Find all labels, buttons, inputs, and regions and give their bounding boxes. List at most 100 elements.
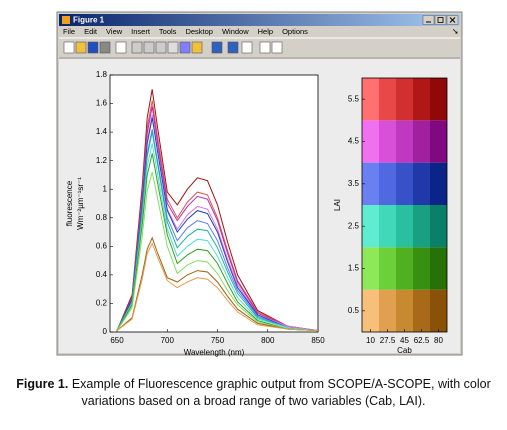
- heatmap-cell: [430, 162, 447, 205]
- heatmap-cell: [362, 120, 379, 163]
- series-line: [116, 242, 319, 332]
- y-tick-label: 1.4: [96, 127, 108, 136]
- heatmap-cell: [362, 78, 379, 121]
- heatmap-cell: [379, 289, 396, 332]
- y-tick-label: 0.4: [96, 270, 108, 279]
- heatmap-cell: [413, 162, 430, 205]
- x-axis-label: Wavelength (nm): [184, 348, 245, 357]
- toolbar-button[interactable]: [191, 41, 203, 54]
- caption: Figure 1. Example of Fluorescence graphi…: [10, 376, 497, 410]
- menu-item[interactable]: Window: [222, 27, 249, 36]
- menu-item[interactable]: File: [63, 27, 75, 36]
- heatmap-cell: [396, 289, 413, 332]
- x-tick-label: 80: [434, 336, 443, 345]
- heatmap-cell: [362, 205, 379, 248]
- y-tick-label: 4.5: [348, 137, 360, 146]
- menu-item[interactable]: Edit: [84, 27, 98, 36]
- toolbar-button[interactable]: [241, 41, 253, 54]
- y-axis-label: Wm⁻²µm⁻¹sr⁻¹: [76, 177, 85, 230]
- x-tick-label: 10: [366, 336, 375, 345]
- x-tick-label: 650: [110, 336, 124, 345]
- y-tick-label: 0.5: [348, 306, 360, 315]
- heatmap-cell: [396, 120, 413, 163]
- y-tick-label: 0.6: [96, 241, 108, 250]
- icon: [449, 17, 456, 23]
- heatmap-cell: [362, 289, 379, 332]
- toolbar-button[interactable]: [259, 41, 271, 54]
- heatmap-cell: [362, 247, 379, 290]
- toolbar-button[interactable]: [115, 41, 127, 54]
- menu-item[interactable]: Desktop: [185, 27, 213, 36]
- toolbar-button[interactable]: [63, 41, 75, 54]
- heatmap-cell: [430, 78, 447, 121]
- toolbar-button[interactable]: [179, 41, 191, 54]
- y-tick-label: 1.2: [96, 156, 108, 165]
- y-tick-label: 3.5: [348, 179, 360, 188]
- series-line: [116, 236, 319, 332]
- series-line: [116, 171, 319, 332]
- heatmap-cell: [413, 247, 430, 290]
- menu-item[interactable]: Tools: [159, 27, 177, 36]
- heatmap-cell: [430, 247, 447, 290]
- y-tick-label: 1.5: [348, 264, 360, 273]
- title-bar: [59, 14, 460, 26]
- series-line: [116, 153, 319, 332]
- heatmap-cell: [362, 162, 379, 205]
- heatmap-cell: [379, 205, 396, 248]
- plots: 0 0.2 0.4 0.6 0.8 1 1.2 1.4 1.6 1.8 650 700 750 800 85…: [65, 70, 448, 357]
- heatmap-cell: [430, 120, 447, 163]
- menu-bar: File Edit View Insert Tools Desktop Window Help…: [63, 27, 308, 36]
- toolbar-button[interactable]: [227, 41, 239, 54]
- toolbar-button[interactable]: [75, 41, 87, 54]
- x-tick-label: 62.5: [414, 336, 430, 345]
- toolbar-button[interactable]: [211, 41, 223, 54]
- heatmap-cell: [413, 120, 430, 163]
- app-icon: [62, 16, 70, 24]
- x-tick-label: 750: [211, 336, 225, 345]
- heatmap-cell: [396, 78, 413, 121]
- minimize-button[interactable]: [422, 15, 435, 25]
- window-buttons[interactable]: [422, 15, 459, 25]
- x-tick-label: 700: [161, 336, 175, 345]
- toolbar-button[interactable]: [155, 41, 167, 54]
- x-tick-label: 45: [400, 336, 409, 345]
- y-tick-label: 1.6: [96, 99, 108, 108]
- menu-item[interactable]: View: [106, 27, 123, 36]
- y-tick-label: 2.5: [348, 221, 360, 230]
- caption-text: Example of Fluorescence graphic output f…: [71, 377, 491, 408]
- caption-label: Figure 1.: [16, 377, 69, 391]
- toolbar-button[interactable]: [99, 41, 111, 54]
- x-tick-label: 800: [261, 336, 275, 345]
- heatmap-cell: [430, 205, 447, 248]
- series-line: [116, 131, 319, 332]
- y-axis-label: fluorescence: [65, 180, 74, 226]
- maximize-button[interactable]: [434, 15, 447, 25]
- menu-arrow: ➘: [452, 27, 459, 36]
- y-tick-label: 0.8: [96, 213, 108, 222]
- y-axis-label: LAI: [333, 199, 342, 211]
- heatmap-cell: [413, 289, 430, 332]
- series-line: [116, 143, 319, 332]
- heatmap-cell: [379, 247, 396, 290]
- y-tick-label: 1.8: [96, 70, 108, 79]
- toolbar-button[interactable]: [167, 41, 179, 54]
- heatmap-cell: [396, 205, 413, 248]
- toolbar-button[interactable]: [87, 41, 99, 54]
- menu-item[interactable]: Insert: [131, 27, 151, 36]
- toolbar-button[interactable]: [131, 41, 143, 54]
- toolbar-button[interactable]: [271, 41, 283, 54]
- heatmap-cell: [413, 78, 430, 121]
- x-axis-label: Cab: [397, 346, 412, 355]
- toolbar-button[interactable]: [143, 41, 155, 54]
- heatmap-cell: [430, 289, 447, 332]
- x-tick-label: 27.5: [380, 336, 396, 345]
- heatmap-cell: [379, 78, 396, 121]
- menu-item[interactable]: Help: [258, 27, 273, 36]
- icon: [437, 17, 444, 23]
- menu-item[interactable]: Options: [282, 27, 308, 36]
- series-line: [116, 106, 319, 332]
- y-tick-label: 0.2: [96, 299, 108, 308]
- heatmap-cell: [379, 162, 396, 205]
- heatmap-cell: [396, 247, 413, 290]
